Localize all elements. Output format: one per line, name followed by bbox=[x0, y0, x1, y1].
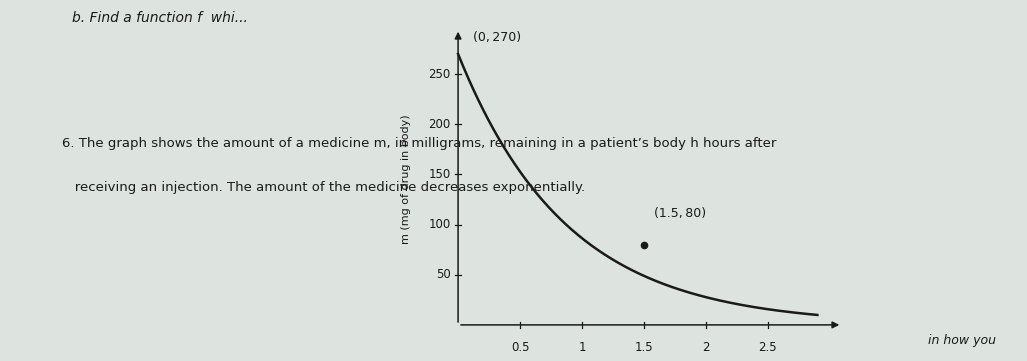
Text: 200: 200 bbox=[428, 118, 451, 131]
Text: (1.5, 80): (1.5, 80) bbox=[654, 206, 706, 219]
Text: 150: 150 bbox=[428, 168, 451, 181]
Text: 1: 1 bbox=[578, 341, 585, 354]
Text: m (mg of drug in body): m (mg of drug in body) bbox=[401, 114, 411, 244]
Text: 1.5: 1.5 bbox=[635, 341, 653, 354]
Text: 100: 100 bbox=[428, 218, 451, 231]
Text: b. Find a function f  whi...: b. Find a function f whi... bbox=[72, 11, 248, 25]
Text: (0, 270): (0, 270) bbox=[473, 31, 521, 44]
Text: 6. The graph shows the amount of a medicine m, in milligrams, remaining in a pat: 6. The graph shows the amount of a medic… bbox=[62, 137, 776, 150]
Text: 50: 50 bbox=[435, 268, 451, 281]
Text: 250: 250 bbox=[428, 68, 451, 81]
Text: in how you: in how you bbox=[928, 334, 996, 347]
Text: 2: 2 bbox=[702, 341, 710, 354]
Text: 0.5: 0.5 bbox=[510, 341, 529, 354]
Text: receiving an injection. The amount of the medicine decreases exponentially.: receiving an injection. The amount of th… bbox=[62, 180, 584, 193]
Text: 2.5: 2.5 bbox=[759, 341, 777, 354]
